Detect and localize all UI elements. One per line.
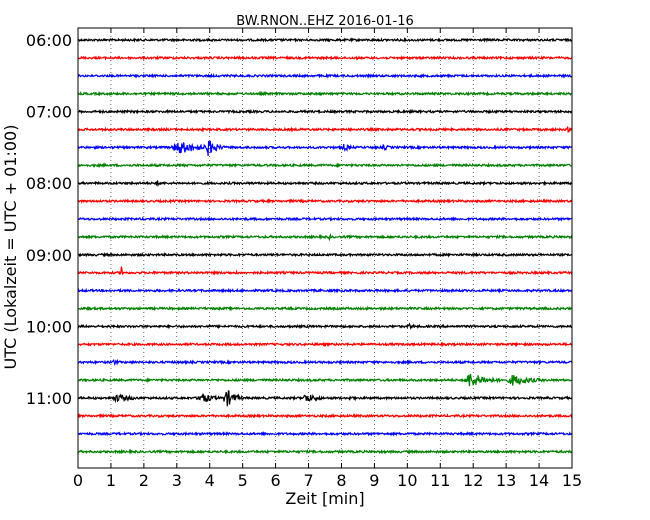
x-tick-label: 7 (303, 471, 313, 490)
trace-1015 (77, 341, 573, 348)
trace-0900 (77, 251, 573, 258)
trace-0915 (77, 266, 573, 276)
x-tick-label: 6 (271, 471, 281, 490)
trace-1045 (77, 374, 573, 387)
trace-0945 (77, 305, 573, 312)
y-tick-label: 06:00 (26, 31, 72, 50)
trace-0730 (77, 140, 573, 157)
y-tick-label: 09:00 (26, 246, 72, 265)
x-tick-label: 1 (106, 471, 116, 490)
trace-0930 (77, 287, 573, 294)
trace-0630 (77, 72, 573, 79)
trace-0815 (77, 198, 573, 205)
x-tick-label: 3 (172, 471, 182, 490)
trace-1100 (77, 390, 573, 407)
x-tick-label: 10 (397, 471, 417, 490)
trace-0645 (77, 90, 573, 97)
trace-1115 (77, 412, 573, 419)
trace-0715 (77, 126, 573, 133)
grid-lines (110, 28, 540, 468)
x-tick-label: 12 (463, 471, 483, 490)
trace-0845 (77, 233, 573, 242)
trace-1000 (77, 322, 573, 331)
y-tick-label: 10:00 (26, 317, 72, 336)
y-tick-label: 07:00 (26, 103, 72, 122)
x-tick-label: 2 (139, 471, 149, 490)
x-ticks: 0 1 2 3 4 5 6 7 8 9 10 11 12 13 14 15 (73, 28, 582, 490)
x-tick-label: 0 (73, 471, 83, 490)
trace-0800 (77, 179, 573, 188)
trace-0600 (77, 36, 573, 43)
x-tick-label: 14 (529, 471, 549, 490)
chart-title: BW.RNON..EHZ 2016-01-16 (236, 14, 414, 29)
plot-area (78, 28, 572, 468)
x-tick-label: 11 (430, 471, 450, 490)
x-tick-label: 9 (369, 471, 379, 490)
trace-1130 (77, 430, 573, 437)
trace-0700 (77, 108, 573, 115)
x-tick-label: 13 (496, 471, 516, 490)
y-tick-label: 08:00 (26, 174, 72, 193)
trace-1030 (77, 358, 573, 367)
trace-1145 (77, 448, 573, 455)
x-axis-label: Zeit [min] (285, 489, 364, 508)
y-axis-label: UTC (Lokalzeit = UTC + 01:00) (1, 125, 20, 370)
plot-frame (77, 27, 573, 469)
trace-layer (77, 36, 573, 455)
x-tick-label: 5 (238, 471, 248, 490)
x-tick-label: 8 (336, 471, 346, 490)
x-tick-label: 15 (562, 471, 582, 490)
trace-0745 (77, 162, 573, 169)
x-tick-label: 4 (205, 471, 215, 490)
trace-0830 (77, 215, 573, 222)
trace-0615 (77, 54, 573, 61)
y-tick-label: 11:00 (26, 389, 72, 408)
y-ticks: 06:00 07:00 08:00 09:00 10:00 11:00 (26, 31, 83, 408)
